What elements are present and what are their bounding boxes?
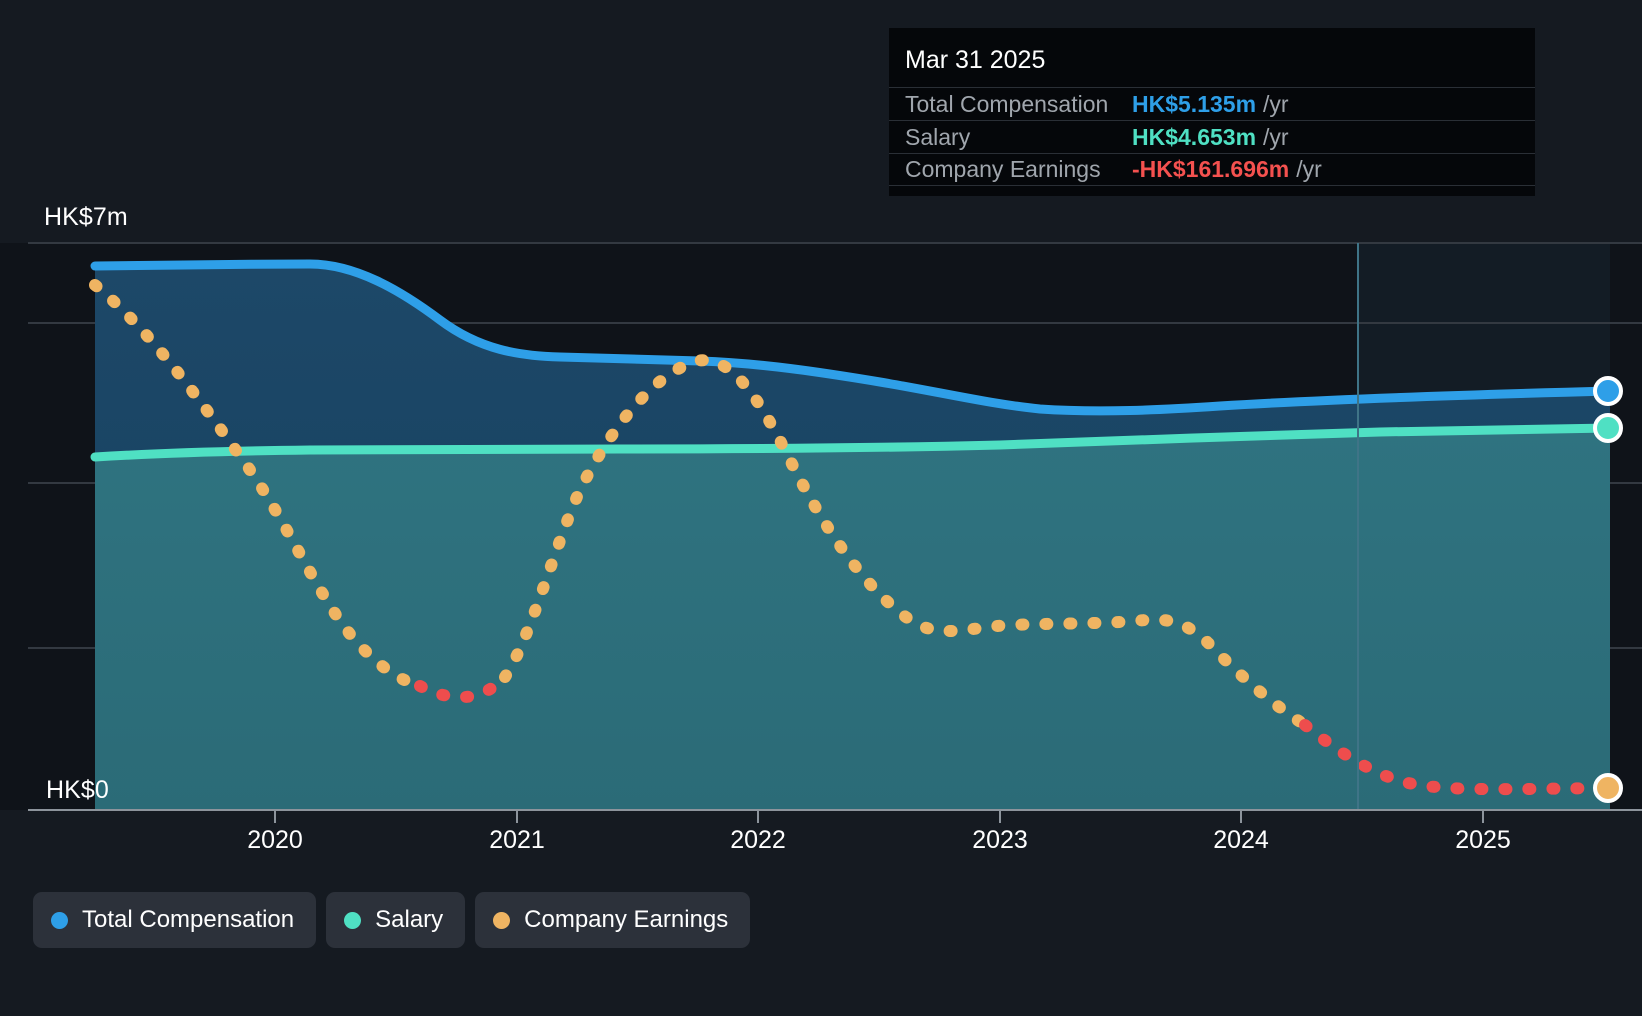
- x-axis-label-2021: 2021: [489, 826, 545, 854]
- chart-tooltip: Mar 31 2025 Total Compensation HK$5.135m…: [889, 28, 1535, 196]
- legend-dot-icon-salary: [344, 911, 362, 929]
- legend-dot-icon-total-compensation: [51, 911, 68, 929]
- salary-line[interactable]: [90, 423, 1615, 462]
- x-axis-label-2020: 2020: [247, 826, 303, 854]
- x-axis-label-2025: 2025: [1455, 826, 1511, 854]
- tooltip-value-total-compensation: HK$5.135m: [1132, 90, 1257, 117]
- tooltip-date: Mar 31 2025: [905, 46, 1046, 74]
- legend-label-salary: Salary: [375, 906, 444, 933]
- chart-canvas: [28, 242, 1642, 823]
- tooltip-unit-company-earnings: /yr: [1296, 156, 1322, 182]
- tooltip-value-company-earnings: -HK$161.696m: [1132, 156, 1290, 182]
- x-axis-label-2023: 2023: [972, 826, 1028, 854]
- y-axis-label-max: HK$7m: [44, 203, 128, 231]
- company-earnings-line-positive-1[interactable]: [89, 279, 426, 692]
- total-compensation-endpoint-marker[interactable]: [1593, 376, 1623, 406]
- x-tick-marks: [274, 810, 1484, 823]
- company-earnings-line-negative-2[interactable]: [1299, 719, 1616, 796]
- tooltip-value-salary: HK$4.653m: [1132, 123, 1257, 150]
- tooltip-row-salary: Salary HK$4.653m /yr: [889, 120, 1535, 153]
- tooltip-row-total-compensation: Total Compensation HK$5.135m /yr: [889, 87, 1535, 120]
- tooltip-row-company-earnings: Company Earnings -HK$161.696m /yr: [889, 153, 1535, 186]
- x-axis-label-2024: 2024: [1213, 826, 1269, 854]
- legend-dot-icon-company-earnings: [493, 911, 511, 929]
- tooltip-label-total-compensation: Total Compensation: [905, 90, 1109, 117]
- company-earnings-endpoint-marker[interactable]: [1593, 773, 1623, 803]
- legend-item-total-compensation[interactable]: Total Compensation: [33, 892, 317, 948]
- total-compensation-line[interactable]: [90, 259, 1615, 416]
- chart-legend: Total Compensation Salary Company Earnin…: [33, 892, 751, 948]
- company-earnings-line-positive-2[interactable]: [499, 354, 1311, 731]
- tooltip-label-salary: Salary: [905, 123, 971, 150]
- legend-label-company-earnings: Company Earnings: [524, 906, 729, 933]
- salary-endpoint-marker[interactable]: [1593, 413, 1623, 443]
- tooltip-unit-total-compensation: /yr: [1263, 90, 1289, 117]
- company-earnings-line-negative-1[interactable]: [414, 671, 511, 704]
- tooltip-label-company-earnings: Company Earnings: [905, 156, 1101, 182]
- legend-item-company-earnings[interactable]: Company Earnings: [475, 892, 751, 948]
- tooltip-unit-salary: /yr: [1263, 123, 1289, 150]
- x-axis-label-2022: 2022: [730, 826, 786, 854]
- plot-area: HK$7m HK$0 2020 2021 2022 2023 2024 2025: [28, 203, 1642, 854]
- salary-area: [95, 428, 1610, 810]
- legend-label-total-compensation: Total Compensation: [82, 906, 295, 933]
- y-axis-label-zero: HK$0: [46, 776, 109, 804]
- legend-item-salary[interactable]: Salary: [326, 892, 466, 948]
